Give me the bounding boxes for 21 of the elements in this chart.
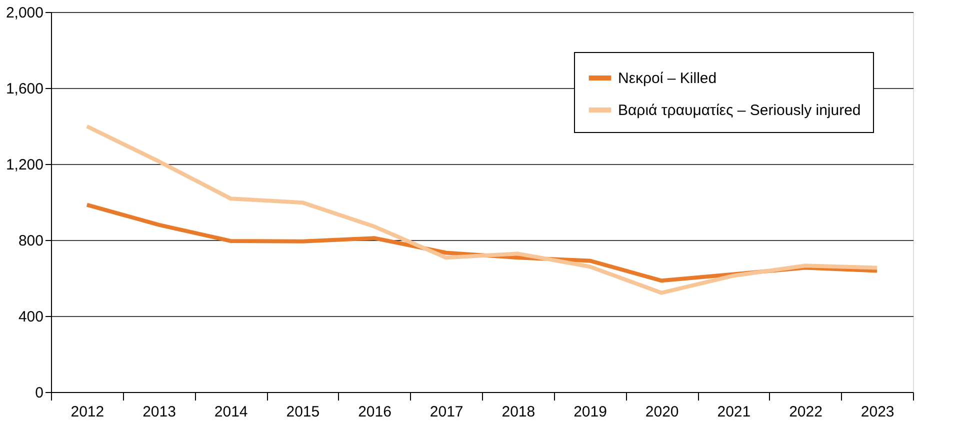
x-tick-label: 2018 [502, 404, 536, 420]
y-tick-label: 0 [35, 384, 44, 402]
x-tick-label: 2012 [70, 404, 104, 420]
x-tick-label: 2019 [574, 404, 607, 420]
x-tick-label: 2020 [645, 404, 679, 420]
y-tick-label: 400 [18, 308, 44, 326]
x-tick-label: 2013 [142, 404, 176, 420]
x-tick-label: 2023 [860, 404, 894, 420]
legend-label: Νεκροί – Killed [618, 70, 717, 87]
x-tick-label: 2021 [717, 404, 751, 420]
y-tick-label: 1,600 [6, 80, 44, 98]
x-tick-label: 2014 [214, 404, 248, 420]
x-tick-label: 2017 [430, 404, 464, 420]
line-series [84, 124, 880, 295]
y-tick-label: 1,200 [6, 156, 44, 174]
y-tick-label: 800 [18, 232, 44, 250]
x-tick-label: 2022 [789, 404, 822, 420]
x-tick-label: 2015 [286, 404, 320, 420]
legend-label: Βαριά τραυματίες – Seriously injured [618, 102, 861, 119]
x-tick-label: 2016 [358, 404, 392, 420]
y-tick-label: 2,000 [6, 4, 44, 22]
